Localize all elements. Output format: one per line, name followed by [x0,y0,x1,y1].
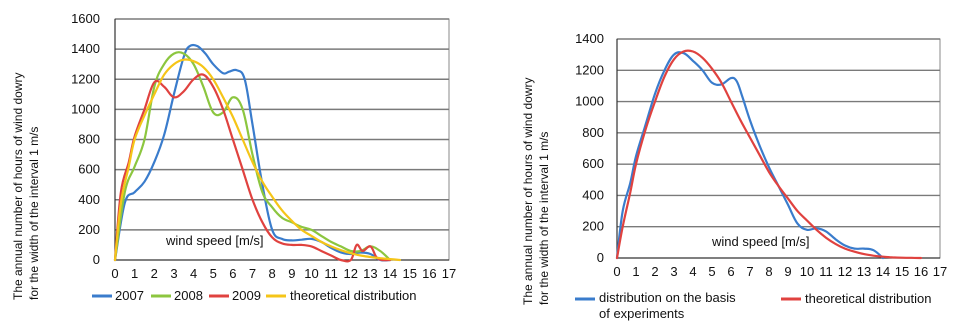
legend-label: 2008 [174,288,203,303]
legend-label: 2007 [115,288,144,303]
x-tick-label: 12 [344,266,358,281]
y-tick-labels: 0 200 400 600 800 1000 1200 1400 [575,31,604,265]
x-tick-labels: 0 1 2 3 4 5 6 7 8 9 10 11 12 13 14 15 16 17 [613,264,947,279]
x-tick-label: 16 [422,266,436,281]
x-tick-label: 5 [708,264,715,279]
x-tick-label: 1 [632,264,639,279]
x-tick-labels: 0 1 2 3 4 5 6 7 8 9 10 11 12 13 14 15 16 17 [111,266,456,281]
x-tick-label: 0 [111,266,118,281]
y-tick-label: 200 [78,222,100,237]
y-tick-labels: 0 200 400 600 800 1000 1200 1400 1600 [71,11,100,267]
y-tick-label: 1000 [575,94,604,109]
x-tick-label: 2 [151,266,158,281]
y-axis-label-line2: for the width of the interval 1 m/s [27,127,41,300]
legend-label: of experiments [599,306,685,321]
x-tick-label: 10 [800,264,814,279]
x-tick-label: 8 [765,264,772,279]
series-lines [615,49,923,260]
x-tick-label: 17 [933,264,947,279]
y-axis-label-line1: The annual number of hours of wind dowry [521,78,535,305]
y-tick-label: 600 [78,162,100,177]
gridlines [617,38,940,228]
series-line-2008 [113,51,392,262]
y-tick-label: 1200 [71,71,100,86]
x-tick-label: 9 [784,264,791,279]
x-tick-label: 13 [857,264,871,279]
y-tick-label: 1400 [71,41,100,56]
x-tick-label: 5 [210,266,217,281]
legend-label: theoretical distribution [805,291,931,306]
y-axis-label-line2: for the width of the interval 1 m/s [537,132,551,305]
x-tick-label: 12 [838,264,852,279]
y-tick-label: 1400 [575,31,604,46]
legend-label: 2009 [232,288,261,303]
x-tick-label: 11 [324,266,338,281]
x-tick-label: 3 [170,266,177,281]
y-tick-label: 400 [78,192,100,207]
series-line-theoretical-distribution [615,49,923,260]
y-axis-label-line1: The annual number of hours of wind dowry [11,73,25,300]
x-tick-label: 4 [190,266,197,281]
series-line-theoretical-distribution [113,58,401,262]
x-tick-label: 17 [442,266,456,281]
x-tick-label: 14 [383,266,397,281]
series-lines [113,43,401,263]
x-axis-annotation: wind speed [m/s] [165,233,264,248]
y-tick-label: 400 [582,187,604,202]
x-tick-label: 3 [670,264,677,279]
x-tick-label: 11 [819,264,833,279]
x-tick-label: 6 [727,264,734,279]
series-line-2007 [113,43,392,262]
series-line-2009 [113,73,392,263]
y-tick-label: 1000 [71,101,100,116]
x-tick-label: 8 [269,266,276,281]
legend: 2007 2008 2009 theoretical distribution [92,288,416,303]
y-tick-label: 600 [582,156,604,171]
x-tick-label: 14 [876,264,890,279]
y-tick-label: 0 [597,250,604,265]
x-tick-label: 6 [229,266,236,281]
x-tick-label: 0 [613,264,620,279]
legend-label: distribution on the basis [599,290,736,305]
y-tick-label: 1600 [71,11,100,26]
x-axis-annotation: wind speed [m/s] [711,234,810,249]
series-line-distribution-on-the-basis-of-experiments [615,51,885,260]
x-tick-label: 7 [249,266,256,281]
gridlines [115,18,449,231]
x-tick-label: 13 [363,266,377,281]
x-tick-label: 15 [895,264,909,279]
x-tick-label: 7 [746,264,753,279]
x-tick-label: 4 [689,264,696,279]
y-tick-label: 1200 [575,62,604,77]
x-tick-label: 9 [288,266,295,281]
y-tick-label: 800 [78,132,100,147]
legend-label: theoretical distribution [290,288,416,303]
x-tick-label: 1 [131,266,138,281]
x-tick-label: 10 [304,266,318,281]
y-tick-label: 800 [582,125,604,140]
x-tick-label: 2 [651,264,658,279]
x-tick-label: 16 [914,264,928,279]
y-tick-label: 200 [582,219,604,234]
x-tick-label: 15 [402,266,416,281]
y-tick-label: 0 [93,252,100,267]
